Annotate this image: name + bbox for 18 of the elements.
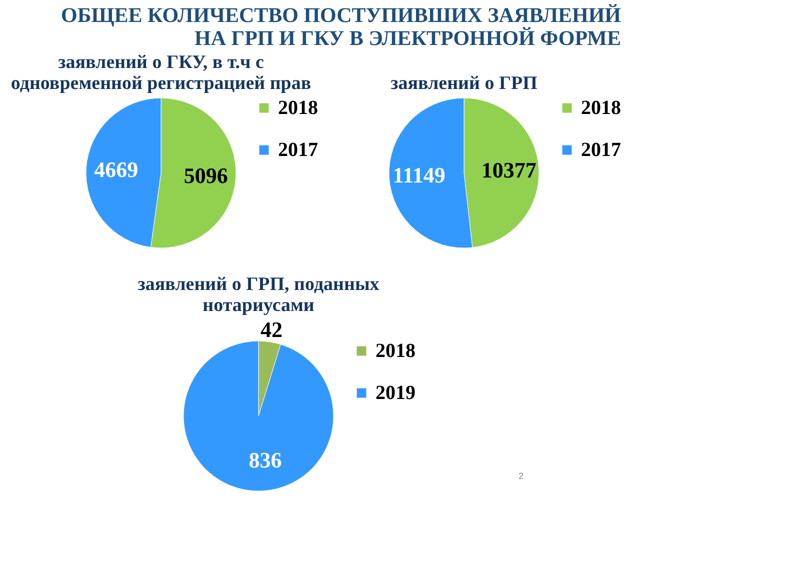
data-label: 42 <box>260 316 283 342</box>
legend-label: 2018 <box>278 97 318 119</box>
chart-title: заявлений о ГРП <box>390 73 538 94</box>
data-label: 10377 <box>481 157 536 182</box>
legend-label: 2018 <box>581 97 621 119</box>
legend-label: 2017 <box>581 139 621 161</box>
pie-slice <box>183 340 334 492</box>
legend-label: 2017 <box>278 139 318 161</box>
chart-subtitle: заявлений о ГКУ, в т.ч с одновременной регистрацией прав <box>10 52 312 94</box>
data-label: 5096 <box>184 163 228 188</box>
chart-title: заявлений о ГРП, поданных нотариусами <box>138 274 380 316</box>
data-label: 836 <box>248 447 282 472</box>
legend-label: 2018 <box>376 340 416 362</box>
text: 2 <box>518 471 524 481</box>
data-label: 4669 <box>94 156 138 182</box>
legend-label: 2019 <box>376 382 416 404</box>
data-label: 11149 <box>392 162 446 188</box>
chart-title: ОБЩЕЕ КОЛИЧЕСТВО ПОСТУПИВШИХ ЗАЯВЛЕНИЙ НА ГРП И ГКУ В ЭЛЕКТРОННОЙ ФОРМЕ <box>61 3 621 50</box>
